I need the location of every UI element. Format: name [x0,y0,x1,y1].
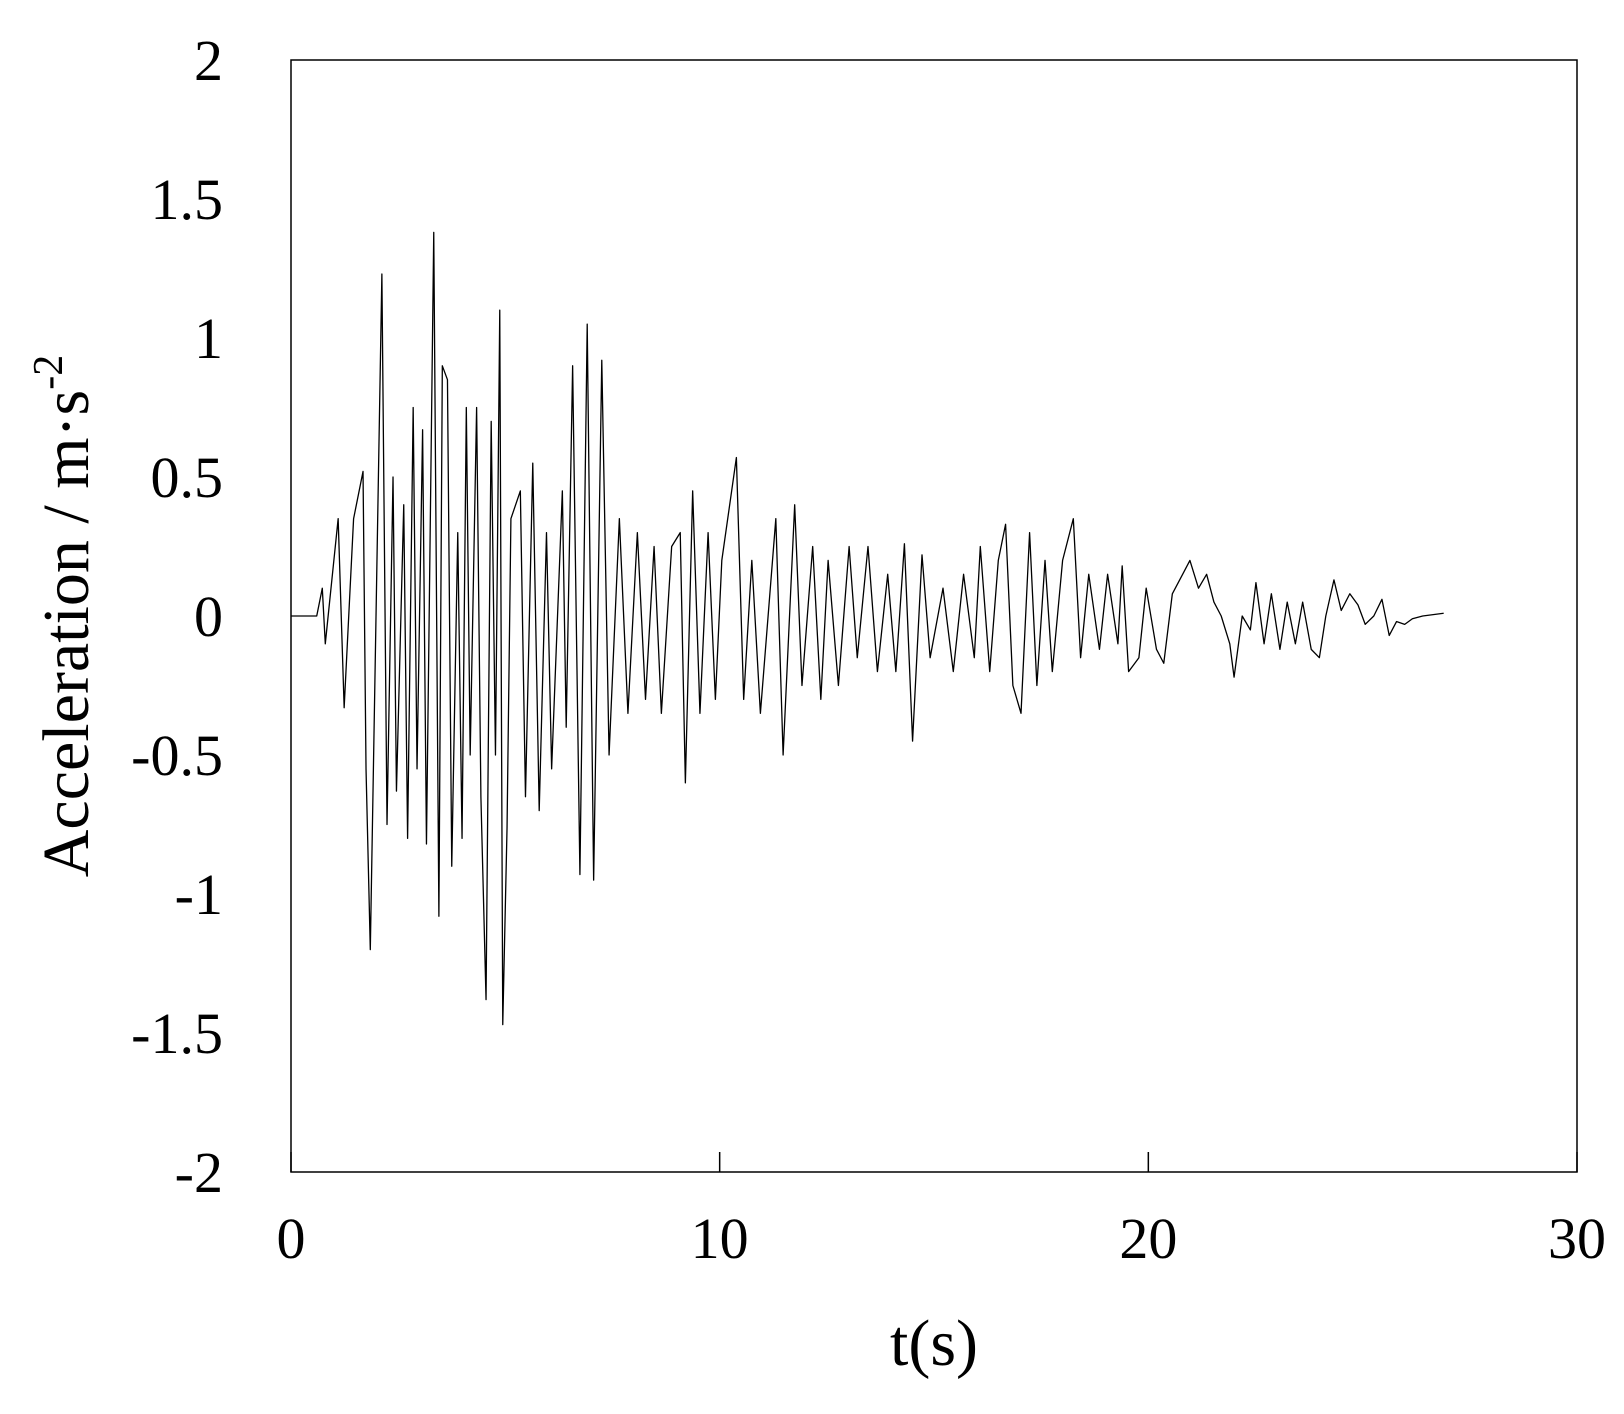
y-tick-label: 0.5 [151,445,224,510]
x-tick-label: 10 [691,1206,749,1271]
y-tick-label: 1 [194,306,223,371]
x-tick-label: 0 [277,1206,306,1271]
x-tick-label: 30 [1548,1206,1606,1271]
y-tick-label: -2 [175,1140,223,1205]
y-tick-label: -1 [175,862,223,927]
x-axis-label: t(s) [890,1307,978,1380]
y-tick-label: 0 [194,584,223,649]
plot-frame [290,59,1578,1173]
y-tick-label: -1.5 [131,1001,223,1066]
y-axis-label-text: Acceleration / m·s [30,390,103,877]
y-axis-label-sup: -2 [26,355,72,390]
y-tick-label: 2 [194,28,223,93]
signal-line [291,231,1444,1026]
y-axis-label: Acceleration / m·s-2 [26,355,103,877]
y-tick-label: 1.5 [151,167,224,232]
x-tick-label: 20 [1119,1206,1177,1271]
y-tick-label: -0.5 [131,723,223,788]
